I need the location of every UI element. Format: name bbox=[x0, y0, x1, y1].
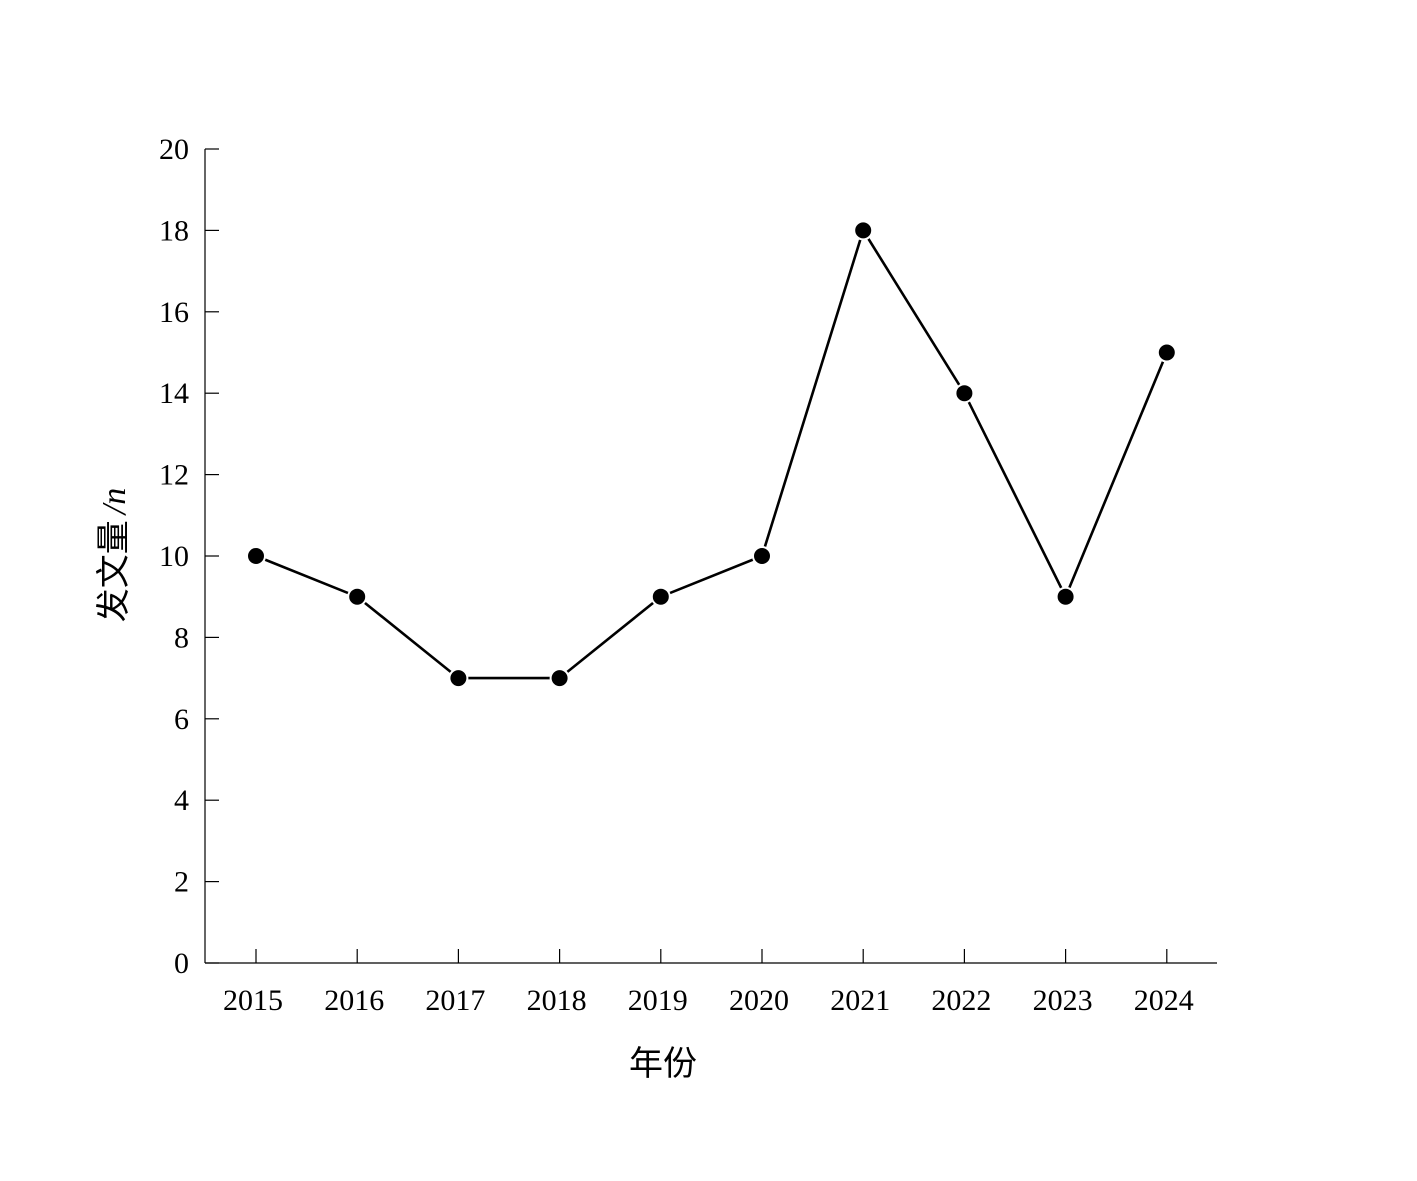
data-point bbox=[650, 586, 671, 607]
data-point bbox=[752, 546, 772, 566]
series-layer bbox=[246, 220, 1177, 689]
y-tick-label: 4 bbox=[174, 784, 189, 817]
x-tick-label: 2018 bbox=[527, 984, 587, 1017]
x-tick-label: 2015 bbox=[223, 984, 283, 1017]
x-tick-label: 2021 bbox=[830, 984, 890, 1017]
series-line bbox=[255, 227, 1169, 680]
data-point bbox=[347, 586, 368, 607]
data-point bbox=[1055, 586, 1076, 607]
y-tick-label: 14 bbox=[159, 377, 189, 410]
x-axis-title: 年份 bbox=[629, 1045, 697, 1083]
y-axis-title-unit: /n bbox=[96, 488, 133, 516]
x-axis: 2015 2016 2017 2018 2019 2020 2021 2022 2023 2024 bbox=[205, 949, 1217, 1017]
y-axis: 0 2 4 6 8 10 12 14 16 18 20 bbox=[159, 133, 219, 980]
y-tick-label: 2 bbox=[174, 866, 189, 899]
y-tick-label: 8 bbox=[174, 621, 189, 654]
x-tick-label: 2016 bbox=[324, 984, 384, 1017]
data-point bbox=[246, 546, 266, 566]
data-point bbox=[1156, 342, 1177, 363]
x-tick-label: 2022 bbox=[931, 984, 991, 1017]
data-point bbox=[549, 668, 570, 689]
x-tick-label: 2020 bbox=[729, 984, 789, 1017]
data-point bbox=[954, 383, 975, 404]
x-tick-label: 2017 bbox=[425, 984, 485, 1017]
y-tick-label: 0 bbox=[174, 947, 189, 980]
data-point bbox=[853, 220, 874, 241]
y-tick-label: 20 bbox=[159, 133, 189, 166]
x-tick-label: 2019 bbox=[628, 984, 688, 1017]
y-tick-label: 18 bbox=[159, 214, 189, 247]
y-axis-title: 发文量/n bbox=[95, 488, 133, 622]
x-tick-label: 2023 bbox=[1033, 984, 1093, 1017]
x-tick-label: 2024 bbox=[1134, 984, 1194, 1017]
y-axis-title-main: 发文量 bbox=[95, 520, 133, 622]
data-point bbox=[448, 668, 469, 689]
y-tick-label: 10 bbox=[159, 540, 189, 573]
y-tick-label: 16 bbox=[159, 296, 189, 329]
y-tick-label: 6 bbox=[174, 703, 189, 736]
y-tick-label: 12 bbox=[159, 459, 189, 492]
